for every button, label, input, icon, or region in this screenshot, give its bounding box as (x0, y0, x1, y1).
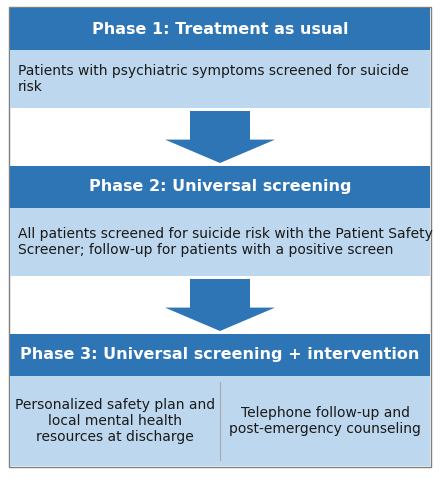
Text: Personalized safety plan and
local mental health
resources at discharge: Personalized safety plan and local menta… (15, 398, 215, 444)
Bar (10, 8, 430, 50)
Bar (10, 50, 430, 108)
Bar (10, 376, 430, 466)
Polygon shape (165, 279, 275, 331)
Bar (10, 334, 430, 376)
Text: Patients with psychiatric symptoms screened for suicide
risk: Patients with psychiatric symptoms scree… (18, 64, 409, 94)
Bar (10, 166, 430, 208)
Text: Telephone follow-up and
post-emergency counseling: Telephone follow-up and post-emergency c… (229, 406, 421, 436)
Text: All patients screened for suicide risk with the Patient Safety
Screener; follow-: All patients screened for suicide risk w… (18, 227, 433, 257)
Text: Phase 2: Universal screening: Phase 2: Universal screening (89, 180, 351, 194)
Text: Phase 3: Universal screening + intervention: Phase 3: Universal screening + intervent… (20, 347, 420, 363)
Text: Phase 1: Treatment as usual: Phase 1: Treatment as usual (92, 22, 348, 36)
Bar (10, 208, 430, 276)
Polygon shape (165, 111, 275, 163)
